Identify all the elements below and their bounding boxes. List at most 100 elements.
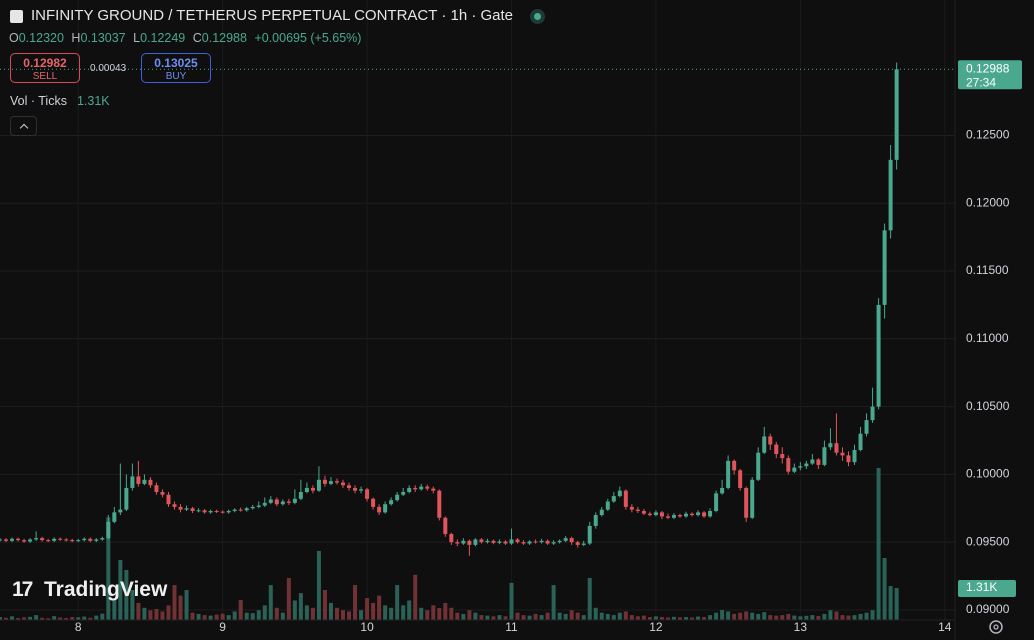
x-tick-label: 9 <box>219 620 226 634</box>
volume-bar <box>250 613 255 620</box>
volume-bar <box>347 611 352 620</box>
candle-body <box>551 542 556 544</box>
candle-body <box>840 452 845 456</box>
sell-button[interactable]: 0.12982 SELL <box>10 53 80 83</box>
volume-bar <box>154 609 159 620</box>
candle-body <box>334 481 339 483</box>
candle-body <box>365 489 370 499</box>
candle-body <box>810 459 815 464</box>
volume-bar <box>82 616 87 620</box>
volume-bar <box>834 611 839 620</box>
candle-body <box>653 512 658 516</box>
volume-bar <box>316 550 321 620</box>
candle-body <box>395 494 400 501</box>
volume-bar <box>521 615 526 620</box>
buy-label[interactable]: BUY <box>165 71 187 82</box>
candle-body <box>611 496 616 502</box>
volume-bar <box>28 616 33 620</box>
candle-body <box>280 501 285 505</box>
volume-bar <box>894 588 899 620</box>
candle-body <box>407 487 412 493</box>
volume-bar <box>575 612 580 620</box>
candle-body <box>623 490 628 507</box>
logo[interactable]: 17 TradingView <box>12 578 167 602</box>
volume-bar <box>22 617 27 620</box>
candle-body <box>106 521 111 539</box>
volume-bar <box>509 582 514 620</box>
candle-body <box>876 304 881 407</box>
volume-bar <box>611 615 616 620</box>
candle-body <box>467 540 472 545</box>
volume-bar <box>587 578 592 620</box>
candle-body <box>690 513 695 516</box>
candle-body <box>659 512 664 517</box>
candle-body <box>569 538 574 543</box>
candle-body <box>220 511 225 513</box>
candle-body <box>4 539 9 541</box>
volume-bar <box>58 617 63 620</box>
volume-bar <box>726 611 731 620</box>
buy-button[interactable]: 0.13025 BUY <box>141 53 211 83</box>
volume-legend: Vol · Ticks 1.31K <box>10 94 110 108</box>
candle-body <box>112 512 117 522</box>
candle-body <box>142 479 147 484</box>
chart-title[interactable]: INFINITY GROUND / TETHERUS PERPETUAL CON… <box>31 7 514 24</box>
sell-price[interactable]: 0.12982 <box>23 56 67 70</box>
volume-bar <box>328 602 333 620</box>
candle-body <box>557 540 562 543</box>
candle-body <box>774 444 779 455</box>
volume-bar <box>605 613 610 620</box>
volume-bar <box>4 617 9 620</box>
candle-body <box>720 487 725 494</box>
candle-body <box>521 542 526 544</box>
volume-bar <box>256 610 261 620</box>
candle-body <box>479 539 484 543</box>
candle-body <box>677 515 682 517</box>
volume-bar <box>401 605 406 620</box>
candle-body <box>461 540 466 544</box>
legend-value: 0.12249 <box>140 31 186 45</box>
volume-bar <box>437 608 442 620</box>
candle-body <box>88 538 93 541</box>
candle-body <box>0 539 2 541</box>
volume-bar <box>136 602 141 620</box>
sell-label[interactable]: SELL <box>32 71 58 82</box>
volume-bar <box>557 612 562 620</box>
candle-body <box>148 479 153 486</box>
volume-bar <box>52 616 57 620</box>
candle-body <box>328 481 333 484</box>
candle-body <box>118 509 123 513</box>
volume-bar <box>304 605 309 620</box>
volume-bar <box>629 615 634 620</box>
volume-legend-label: Vol · Ticks <box>10 94 67 108</box>
volume-bar <box>816 616 821 620</box>
candle-body <box>286 501 291 503</box>
volume-bar <box>286 578 291 620</box>
volume-bar <box>551 585 556 620</box>
candle-body <box>587 525 592 544</box>
volume-bar <box>244 612 249 620</box>
settings-icon[interactable] <box>989 620 1003 634</box>
volume-bar <box>467 610 472 620</box>
settings-gear-hub[interactable] <box>993 624 999 630</box>
logo-mark[interactable]: 17 <box>12 578 33 601</box>
candle-body <box>377 506 382 513</box>
candle-body <box>491 540 496 543</box>
volume-bar <box>581 615 586 620</box>
collapse-button[interactable] <box>10 116 37 136</box>
volume-bar <box>310 607 315 620</box>
candle-body <box>744 487 749 518</box>
volume-bar <box>443 602 448 620</box>
market-status[interactable] <box>530 9 545 24</box>
buy-price[interactable]: 0.13025 <box>154 56 198 70</box>
candle-body <box>40 538 45 541</box>
settings-gear[interactable] <box>989 620 1003 634</box>
logo-text[interactable]: TradingView <box>44 578 168 601</box>
candle-body <box>834 443 839 453</box>
volume-bar <box>40 617 45 620</box>
symbol-icon[interactable] <box>10 10 23 23</box>
volume-bar <box>503 616 508 620</box>
volume-bar <box>641 615 646 620</box>
candle-body <box>64 539 69 541</box>
candle-body <box>599 509 604 516</box>
